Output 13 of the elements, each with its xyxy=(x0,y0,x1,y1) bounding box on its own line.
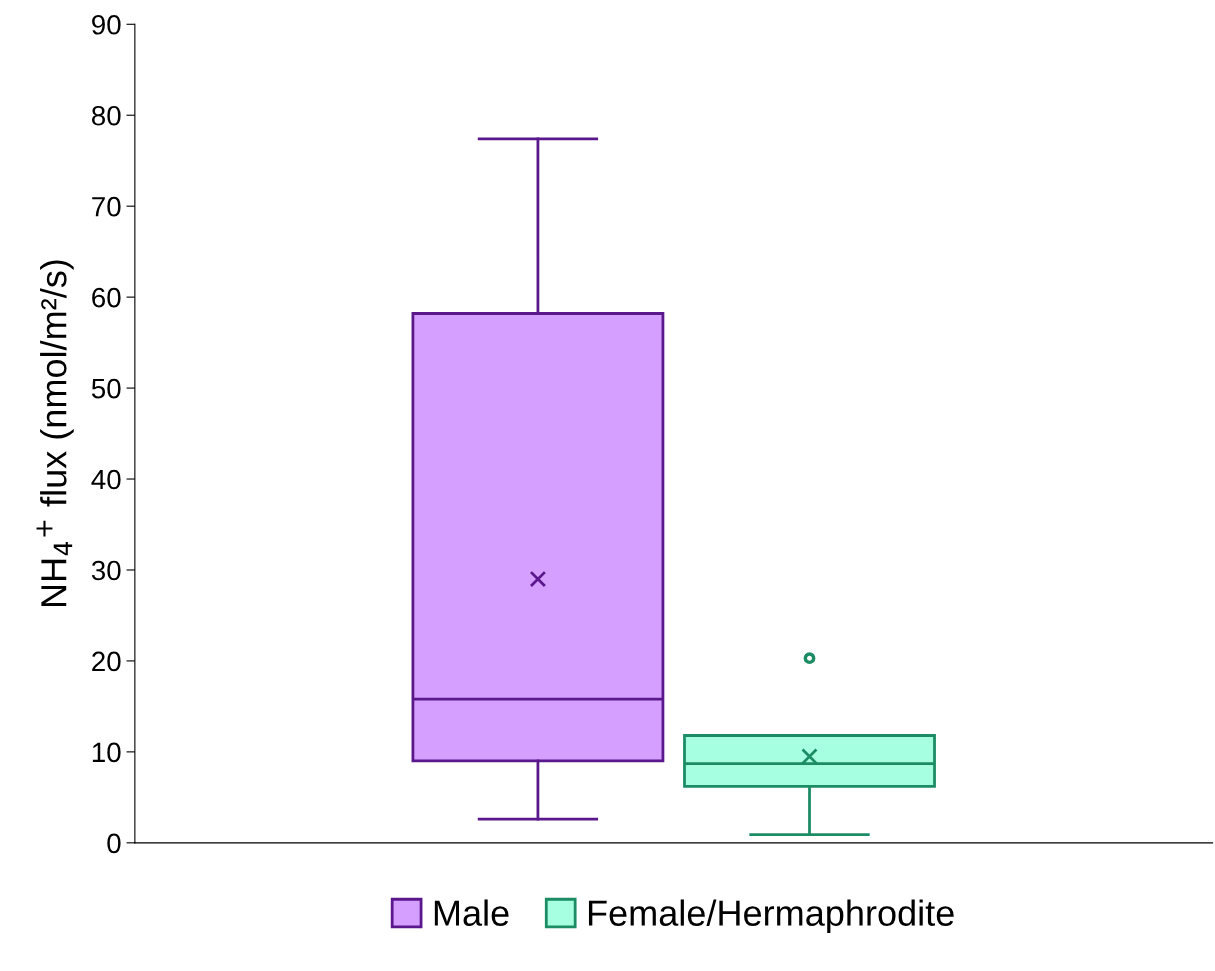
legend-label: Male xyxy=(434,899,509,926)
y-tick-label: 30 xyxy=(91,560,121,581)
y-axis-title: NH$_{4}$$^{+}$ flux (nmol/m²/s) xyxy=(36,260,74,607)
y-tick-label: 20 xyxy=(92,651,121,672)
y-tick-label: 70 xyxy=(92,196,121,217)
legend-label: Female/Hermaphrodite xyxy=(588,899,954,934)
y-tick-label: 90 xyxy=(92,14,121,35)
y-tick-label: 50 xyxy=(91,378,121,399)
y-tick-label: 60 xyxy=(92,287,121,308)
y-tick-label: 0 xyxy=(107,833,121,854)
y-tick-label: 10 xyxy=(92,742,121,763)
y-tick-label: 80 xyxy=(91,105,121,126)
y-tick-label: 40 xyxy=(91,469,121,490)
